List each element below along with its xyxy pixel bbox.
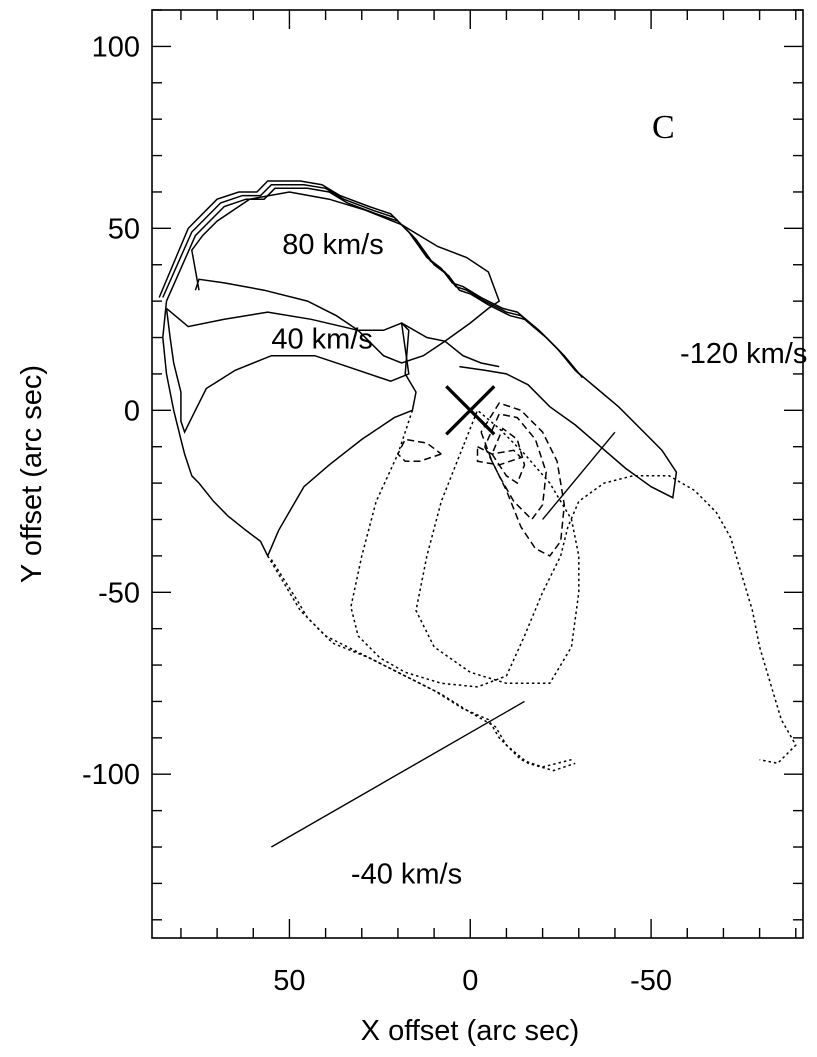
y-axis-title: Y offset (arc sec) [16,365,48,583]
positive-velocity-contour [162,183,580,375]
leader-lines [271,431,616,848]
negative-velocity-contour [270,559,576,772]
source-marker [445,385,496,436]
negative-velocity-contour [476,446,523,466]
y-tick-label: -100 [82,759,140,791]
positive-velocity-contour [191,191,501,364]
negative-velocity-contour [267,555,572,768]
negative-velocity-contour [491,427,526,485]
y-tick-label: -50 [98,577,140,609]
negative-velocity-contour [415,409,580,685]
contour-lines [158,180,797,772]
x-tick-label: 0 [462,965,478,997]
x-axis-title: X offset (arc sec) [361,1015,580,1047]
velocity-annotation: 80 km/s [282,229,384,261]
x-tick-label: -50 [630,965,672,997]
negative-velocity-contour [484,413,547,521]
negative-velocity-contour [350,410,797,765]
y-tick-label: 100 [92,31,140,63]
velocity-annotation: -120 km/s [680,338,807,370]
plot-frame [151,9,804,939]
contour-labels: 80 km/s 40 km/s -120 km/s -40 km/s [271,229,807,891]
tick-labels: 50 0 -50 100 50 0 -50 -100 [82,31,672,997]
y-tick-label: 0 [124,395,140,427]
source-cross-stroke [445,385,496,436]
panel-label: C [652,109,675,146]
x-tick-label: 50 [273,965,305,997]
annotation-leader-line [542,431,616,520]
velocity-annotation: -40 km/s [351,858,462,890]
annotation-leader-line [271,700,525,848]
axis-ticks [152,9,803,938]
y-tick-label: 50 [108,213,140,245]
positive-velocity-contour [158,180,678,499]
positive-velocity-contour [162,301,500,558]
positive-velocity-contour [165,307,410,435]
negative-velocity-contour [396,438,442,463]
positive-velocity-contour [165,187,583,379]
velocity-annotation: 40 km/s [271,323,373,355]
